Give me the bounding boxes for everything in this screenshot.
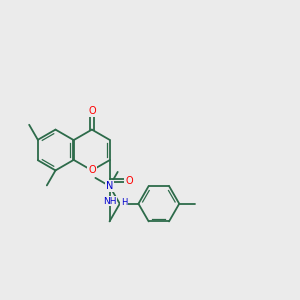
Text: N: N: [106, 181, 113, 191]
Text: NH: NH: [103, 196, 116, 206]
Text: O: O: [88, 106, 96, 116]
Text: O: O: [125, 176, 133, 186]
Text: H: H: [121, 198, 127, 207]
Text: O: O: [88, 165, 96, 176]
